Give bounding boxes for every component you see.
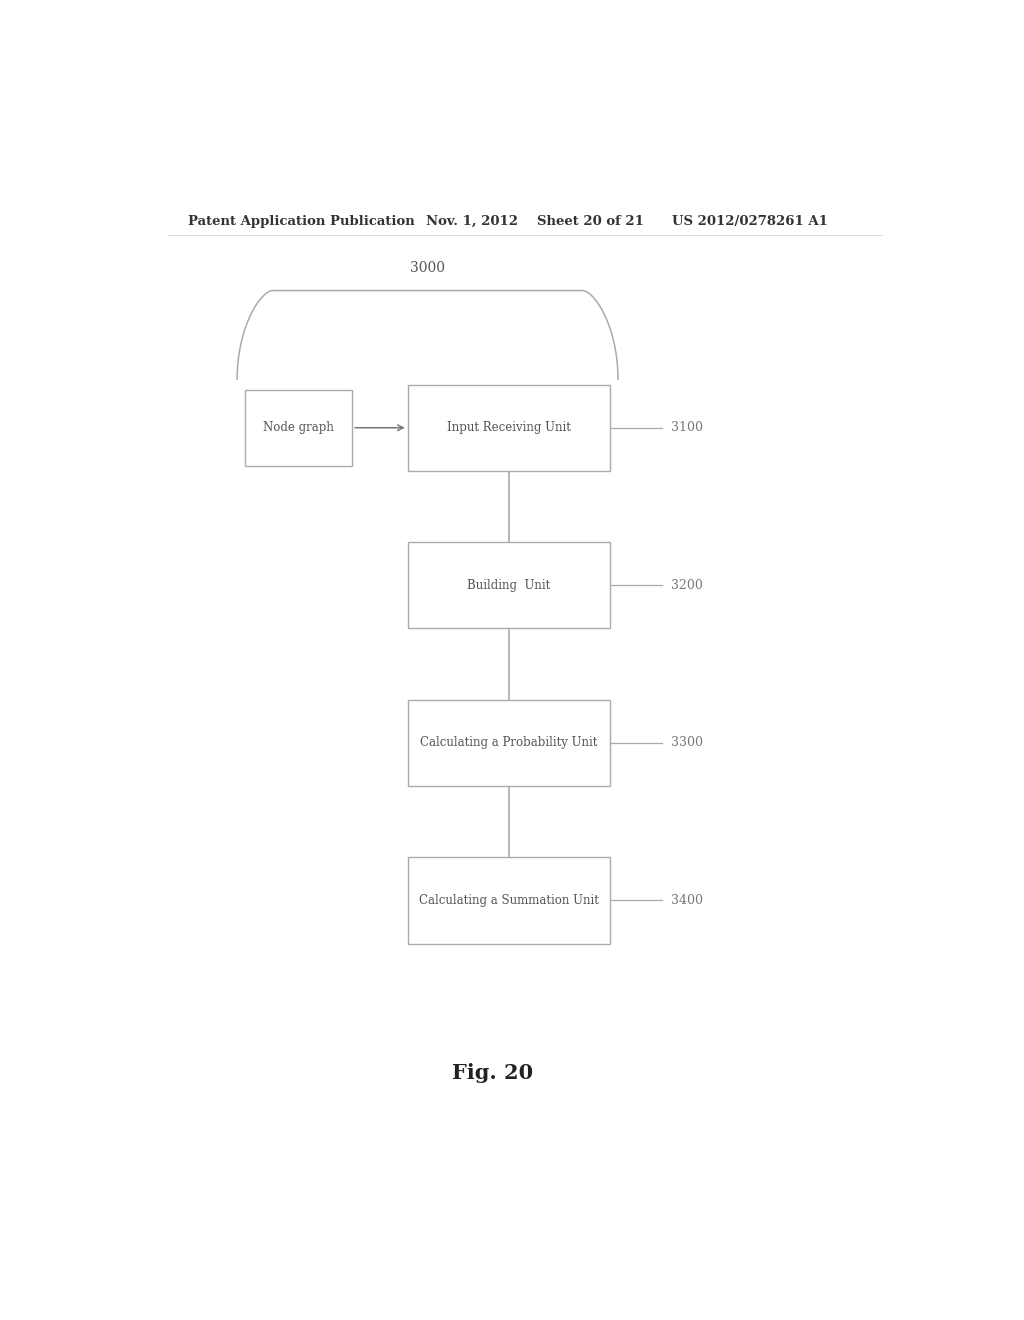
Text: Nov. 1, 2012: Nov. 1, 2012 [426, 215, 517, 228]
Text: US 2012/0278261 A1: US 2012/0278261 A1 [672, 215, 827, 228]
Text: Calculating a Summation Unit: Calculating a Summation Unit [419, 894, 599, 907]
FancyBboxPatch shape [245, 389, 352, 466]
Text: 3200: 3200 [671, 578, 703, 591]
Text: Input Receiving Unit: Input Receiving Unit [447, 421, 570, 434]
Text: 3000: 3000 [410, 261, 445, 276]
FancyBboxPatch shape [408, 384, 610, 471]
Text: Sheet 20 of 21: Sheet 20 of 21 [537, 215, 643, 228]
Text: 3400: 3400 [671, 894, 703, 907]
Text: 3300: 3300 [671, 737, 703, 750]
FancyBboxPatch shape [408, 700, 610, 785]
FancyBboxPatch shape [408, 543, 610, 628]
Text: Building  Unit: Building Unit [467, 578, 551, 591]
Text: Fig. 20: Fig. 20 [453, 1063, 534, 1084]
Text: Calculating a Probability Unit: Calculating a Probability Unit [420, 737, 598, 750]
Text: Node graph: Node graph [263, 421, 334, 434]
Text: 3100: 3100 [671, 421, 703, 434]
FancyBboxPatch shape [408, 857, 610, 944]
Text: Patent Application Publication: Patent Application Publication [187, 215, 415, 228]
